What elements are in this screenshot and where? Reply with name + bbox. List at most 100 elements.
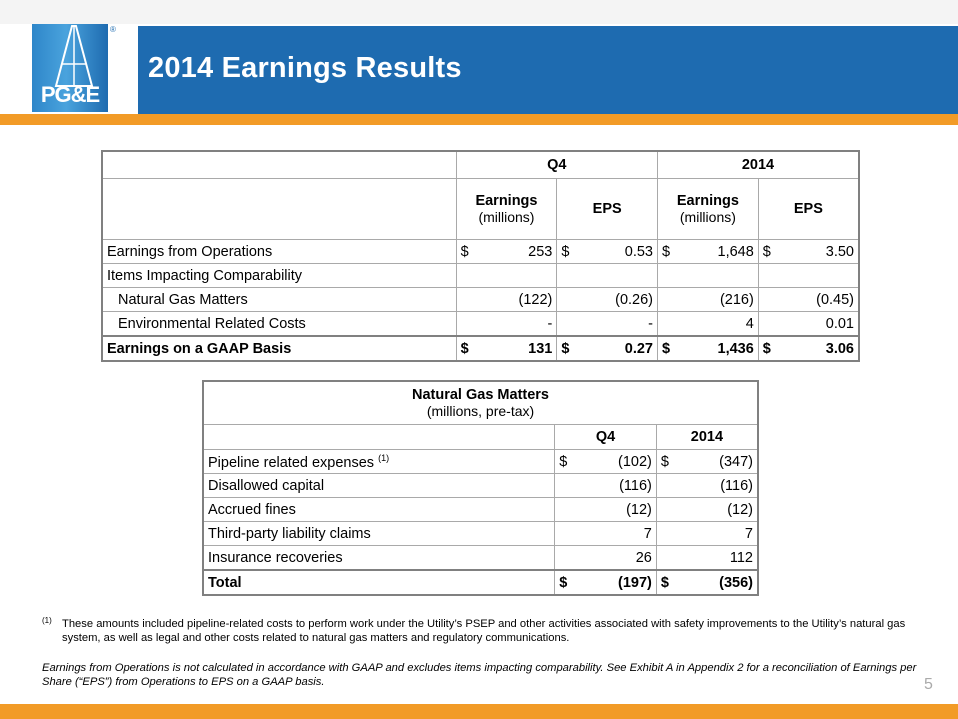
logo-text: PG&E — [40, 82, 100, 107]
blank-header-cell — [101, 178, 457, 240]
cell-value: 26 — [554, 545, 657, 571]
footnote-mark: (1) — [42, 616, 52, 625]
q4-eps-header: EPS — [556, 178, 658, 240]
currency-sign: $ — [662, 340, 671, 357]
currency-sign: $ — [559, 453, 568, 470]
page-title: 2014 Earnings Results — [148, 52, 462, 84]
cell-value — [556, 263, 658, 288]
row-label: Disallowed capital — [202, 473, 556, 498]
row-label: Third-party liability claims — [202, 521, 556, 546]
cell-value: $ (347) — [655, 449, 759, 474]
value: (102) — [618, 453, 652, 470]
row-label: Items Impacting Comparability — [101, 263, 457, 288]
cell-value: (0.45) — [757, 287, 860, 312]
earnings-group-header-row: Q4 2014 — [101, 150, 860, 179]
ngm-title-row: Natural Gas Matters (millions, pre-tax) — [202, 380, 759, 425]
year-earnings-header: Earnings (millions) — [657, 178, 759, 240]
year-group-header: 2014 — [657, 150, 860, 179]
cell-value: $1,436 — [657, 335, 759, 362]
blank-header-cell — [202, 424, 556, 450]
pge-logo: PG&E — [32, 24, 108, 112]
value: (197) — [618, 574, 652, 591]
natural-gas-matters-table: Natural Gas Matters (millions, pre-tax) … — [202, 380, 759, 596]
cell-value: $ (197) — [554, 569, 657, 596]
cell-value: 112 — [655, 545, 759, 571]
registered-mark: ® — [110, 25, 116, 34]
row-label: Pipeline related expenses (1) — [202, 449, 556, 474]
page-number: 5 — [924, 676, 933, 693]
currency-sign: $ — [762, 340, 771, 357]
q4-earnings-label: Earnings — [475, 193, 538, 209]
cell-value: 7 — [554, 521, 657, 546]
currency-sign: $ — [660, 574, 669, 591]
cell-value: (12) — [554, 497, 657, 522]
cell-value: 4 — [657, 311, 759, 337]
cell-value: $ (102) — [554, 449, 657, 474]
header-accent-band — [0, 114, 958, 125]
cell-value: - — [455, 311, 558, 337]
row-label: Accrued fines — [202, 497, 556, 522]
currency-sign: $ — [460, 340, 469, 357]
value: 253 — [528, 243, 553, 260]
ngm-subtitle: (millions, pre-tax) — [426, 403, 535, 419]
table-row: Earnings from Operations $253 $0.53 $1,6… — [101, 239, 860, 264]
cell-value: (216) — [657, 287, 759, 312]
cell-value: $1,648 — [657, 239, 759, 264]
row-label: Earnings from Operations — [101, 239, 457, 264]
q4-earnings-unit: (millions) — [478, 209, 535, 225]
cell-value: (0.26) — [556, 287, 658, 312]
value: 3.06 — [825, 340, 854, 357]
cell-value: 7 — [655, 521, 759, 546]
ngm-title-cell: Natural Gas Matters (millions, pre-tax) — [202, 380, 759, 425]
row-label: Natural Gas Matters — [101, 287, 457, 312]
footnote: (1) These amounts included pipeline-rela… — [42, 616, 914, 645]
table-row: Third-party liability claims 7 7 — [202, 521, 759, 546]
table-row: Natural Gas Matters (122) (0.26) (216) (… — [101, 287, 860, 312]
cell-value — [757, 263, 860, 288]
table-row: Environmental Related Costs - - 4 0.01 — [101, 311, 860, 337]
top-strip — [0, 0, 958, 24]
value: 3.50 — [825, 243, 854, 260]
earnings-col-header-row: Earnings (millions) EPS Earnings (millio… — [101, 178, 860, 240]
footnote-ref: (1) — [378, 452, 390, 463]
q4-group-header: Q4 — [455, 150, 659, 179]
cell-value: $0.27 — [556, 335, 658, 362]
value: (356) — [719, 574, 753, 591]
cell-value: 0.01 — [757, 311, 860, 337]
cell-value: (12) — [655, 497, 759, 522]
footnote-text: These amounts included pipeline-related … — [62, 618, 906, 644]
ngm-title: Natural Gas Matters — [412, 387, 549, 403]
gaap-note: Earnings from Operations is not calculat… — [42, 662, 917, 688]
table-row: Items Impacting Comparability — [101, 263, 860, 288]
year-earnings-unit: (millions) — [679, 209, 736, 225]
cell-value: $3.06 — [757, 335, 860, 362]
value: 1,648 — [717, 243, 754, 260]
q4-header: Q4 — [554, 424, 657, 450]
header-bar — [138, 26, 958, 114]
table-row-total: Earnings on a GAAP Basis $131 $0.27 $1,4… — [101, 335, 860, 362]
cell-value: $253 — [455, 239, 558, 264]
currency-sign: $ — [660, 453, 669, 470]
table-row-total: Total $ (197) $ (356) — [202, 569, 759, 596]
table-row: Disallowed capital (116) (116) — [202, 473, 759, 498]
value: 1,436 — [717, 340, 754, 357]
footer-accent-band — [0, 704, 958, 719]
table-row: Insurance recoveries 26 112 — [202, 545, 759, 571]
value: 0.27 — [624, 340, 653, 357]
earnings-table: Q4 2014 Earnings (millions) EPS Earnings… — [101, 150, 860, 362]
table-row: Pipeline related expenses (1) $ (102) $ (3… — [202, 449, 759, 474]
row-label: Insurance recoveries — [202, 545, 556, 571]
cell-value: (122) — [455, 287, 558, 312]
cell-value — [657, 263, 759, 288]
cell-value: - — [556, 311, 658, 337]
table-row: Accrued fines (12) (12) — [202, 497, 759, 522]
currency-sign: $ — [762, 243, 771, 260]
cell-value: $131 — [455, 335, 558, 362]
year-earnings-label: Earnings — [676, 193, 739, 209]
currency-sign: $ — [460, 243, 469, 260]
row-label-text: Pipeline related expenses — [208, 454, 375, 471]
currency-sign: $ — [559, 574, 568, 591]
currency-sign: $ — [662, 243, 671, 260]
year-header: 2014 — [655, 424, 759, 450]
q4-earnings-header: Earnings (millions) — [455, 178, 558, 240]
